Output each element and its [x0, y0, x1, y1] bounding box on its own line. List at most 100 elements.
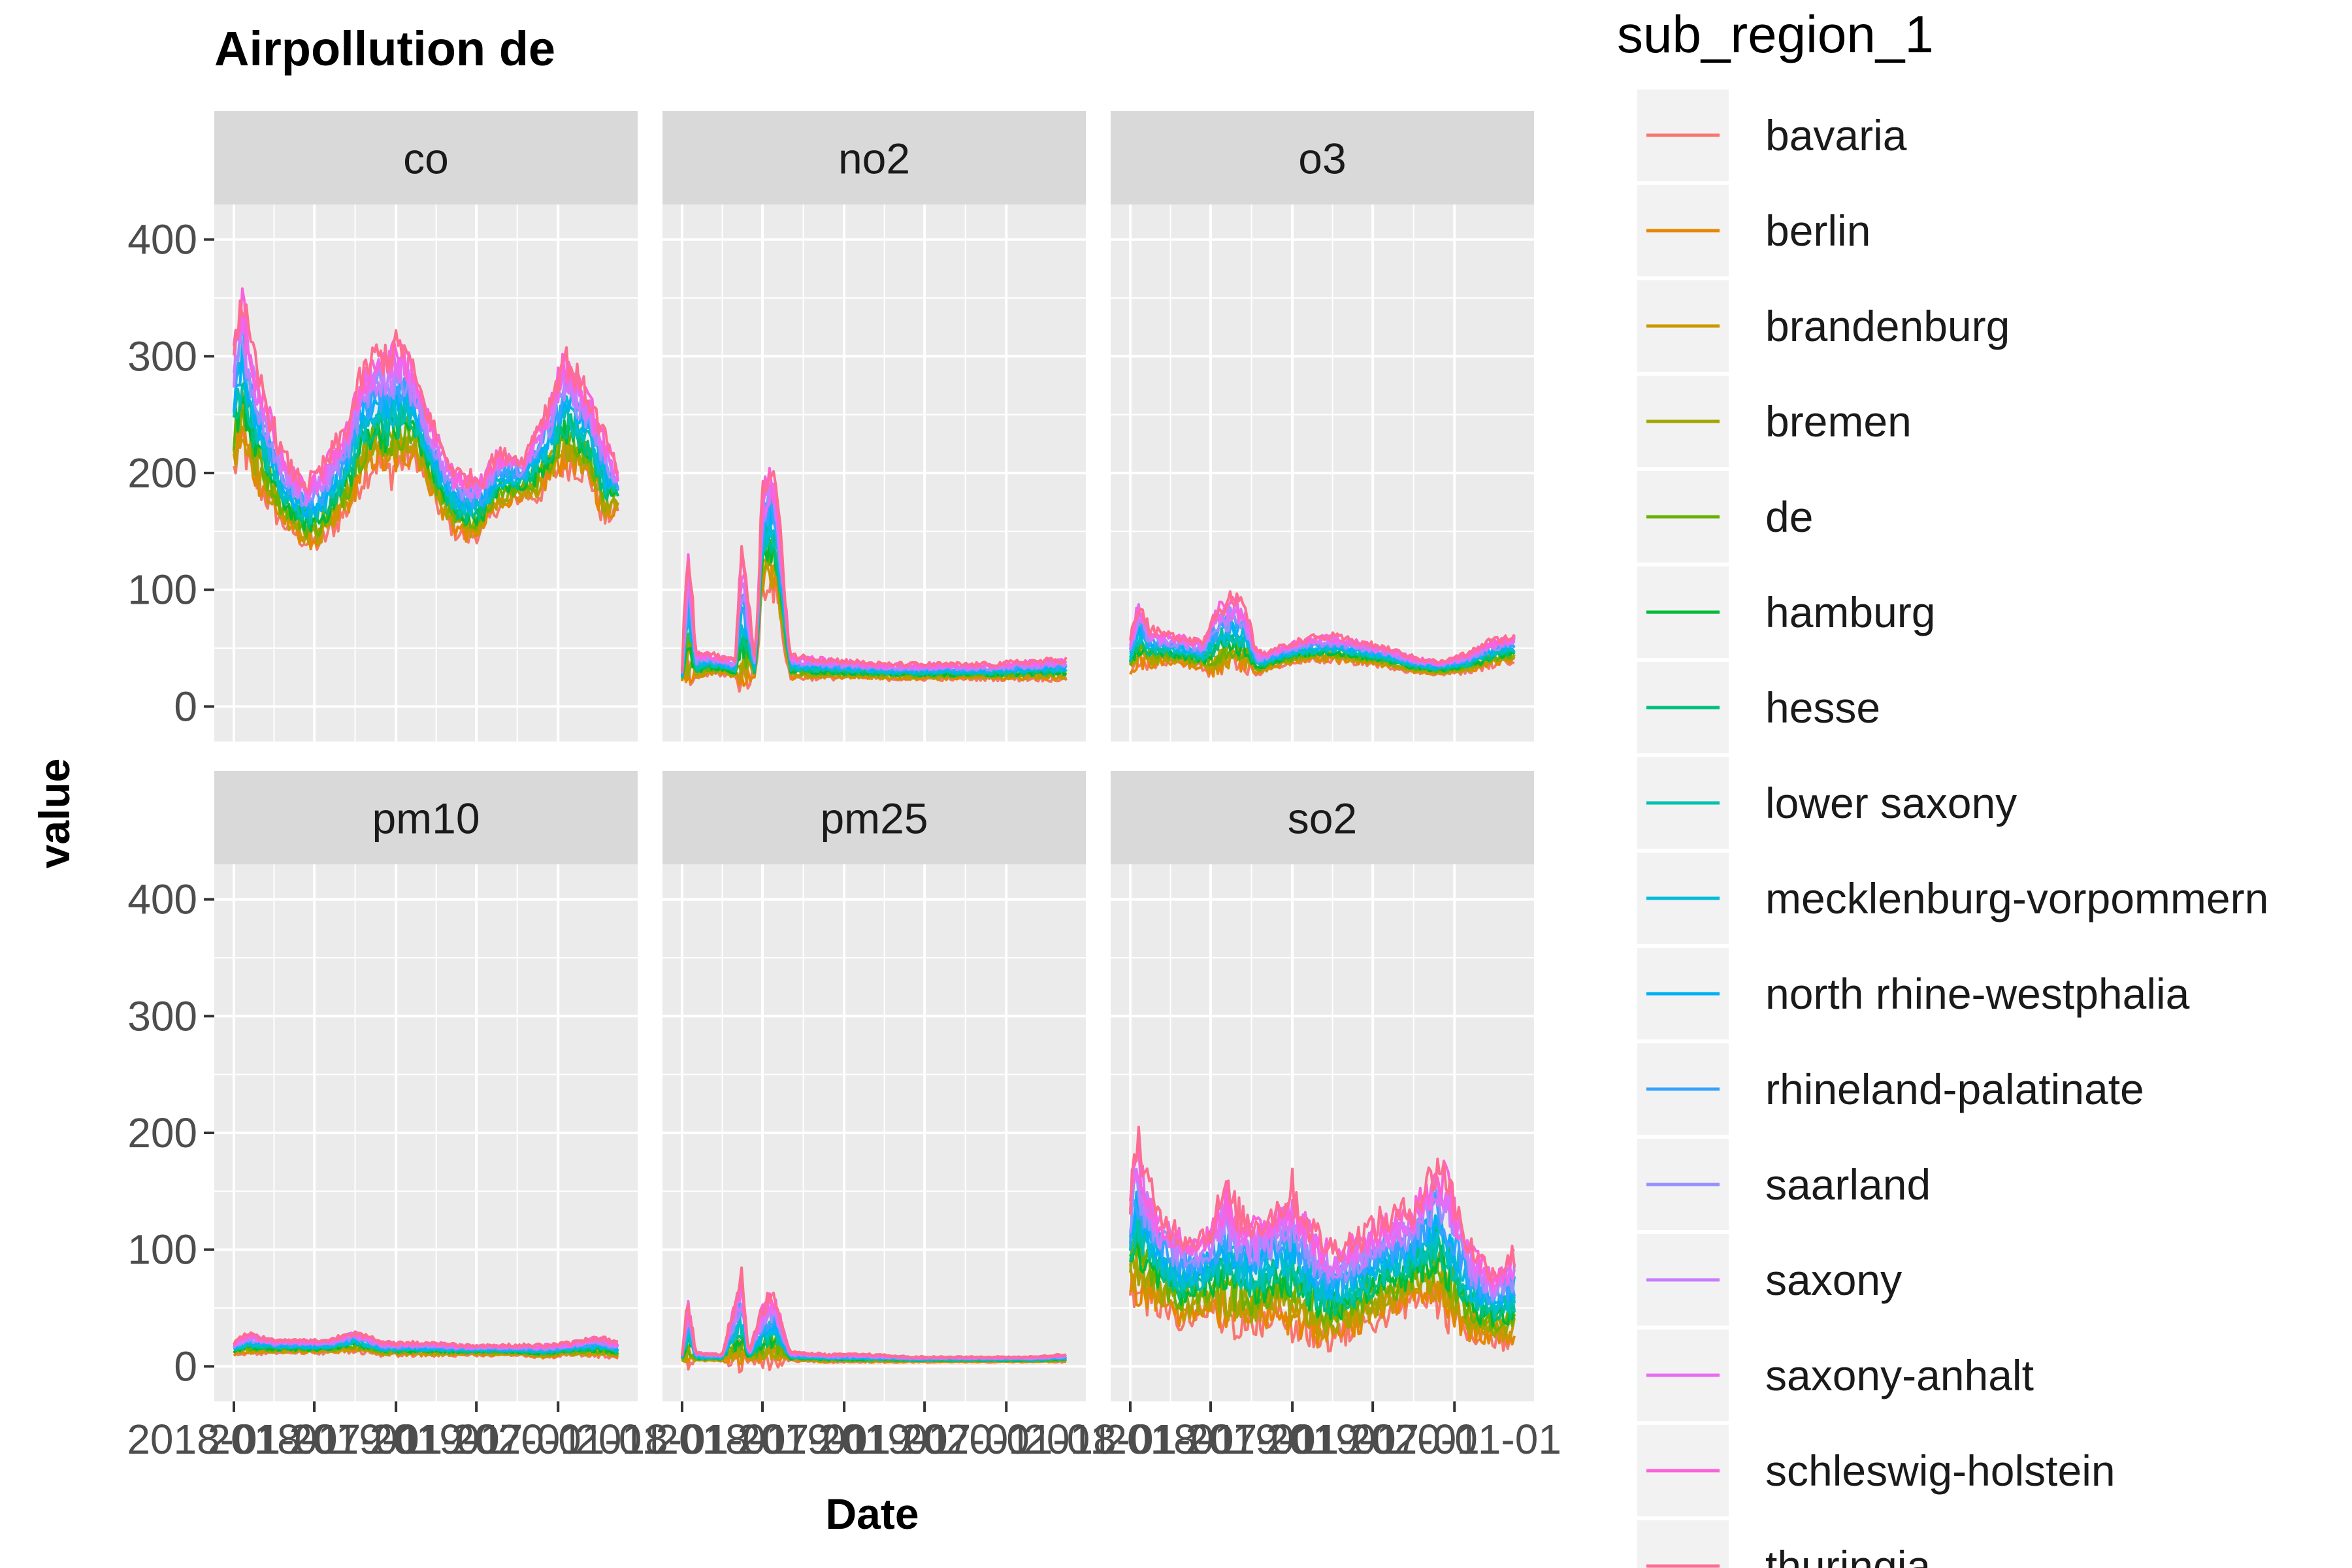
legend-item-rhineland-palatinate: rhineland-palatinate: [1637, 1043, 2144, 1135]
legend-item-brandenburg: brandenburg: [1637, 280, 2010, 372]
x-tick-label: 2018-01-01: [1023, 1416, 1237, 1463]
series-line-de: [1129, 1237, 1516, 1333]
legend-item-thuringia: thuringia: [1637, 1520, 1931, 1568]
x-tick-label: 2019-01-01: [289, 1416, 502, 1463]
series-line-north-rhine-westphalia: [681, 498, 1068, 676]
chart-title: Airpollution de: [214, 22, 555, 76]
facet-strip-label: co: [403, 135, 449, 183]
legend-item-mecklenburg-vorpommern: mecklenburg-vorpommern: [1637, 853, 2268, 944]
series-lines: [1129, 590, 1516, 678]
legend-item-bremen: bremen: [1637, 376, 1912, 467]
facet-panel-no2: no2: [662, 111, 1086, 742]
y-tick-label: 300: [127, 333, 197, 380]
legend-item-saarland: saarland: [1637, 1139, 1931, 1230]
series-line-thuringia: [1129, 590, 1516, 664]
x-tick-label: 2019-07-01: [817, 1416, 1031, 1463]
facet-strip: [1111, 771, 1534, 864]
x-tick-label: 2020-01-01: [451, 1416, 665, 1463]
legend-item-saxony: saxony: [1637, 1234, 1902, 1326]
legend-item-hesse: hesse: [1637, 662, 1880, 753]
facet-strip: [1111, 111, 1534, 204]
series-lines: [681, 1266, 1068, 1374]
y-tick-label: 100: [127, 1226, 197, 1273]
legend-label: de: [1765, 493, 1813, 541]
x-tick-label: 2018-07-01: [655, 1416, 869, 1463]
facet-strip: [214, 771, 638, 864]
facet-strip-label: pm10: [372, 794, 480, 843]
legend-label: saxony-anhalt: [1765, 1351, 2034, 1399]
legend-label: saarland: [1765, 1160, 1931, 1209]
y-tick-label: 400: [127, 876, 197, 923]
facet-strip: [662, 771, 1086, 864]
legend-label: hamburg: [1765, 588, 1936, 636]
y-axis-label: value: [30, 759, 78, 869]
legend-item-schleswig-holstein: schleswig-holstein: [1637, 1425, 2115, 1516]
series-line-brandenburg: [1129, 1255, 1516, 1343]
legend-label: north rhine-westphalia: [1765, 970, 2190, 1018]
facet-panel-co: co 0 100 200 300 400: [127, 111, 638, 742]
facet-panel-pm10: pm10 0 100 200 300 400 2018-01-012018-07-01201…: [127, 771, 665, 1463]
x-tick-label: 2018-01-01: [127, 1416, 340, 1463]
y-tick-label: 200: [127, 1109, 197, 1156]
series-line-thuringia: [233, 299, 619, 493]
legend-label: mecklenburg-vorpommern: [1765, 874, 2268, 923]
series-line-hesse: [233, 381, 619, 530]
x-tick-label: 2019-01-01: [737, 1416, 951, 1463]
series-line-berlin: [233, 1346, 619, 1360]
series-lines: [681, 466, 1068, 693]
x-tick-label: 2019-07-01: [369, 1416, 583, 1463]
facet-strip-label: o3: [1298, 135, 1346, 183]
y-tick-label: 100: [127, 566, 197, 613]
x-tick-label: 2020-01-01: [1348, 1416, 1561, 1463]
legend: bavaria berlin brandenburg bremen de hamburg h…: [1637, 90, 2268, 1568]
y-tick-label: 0: [174, 683, 197, 730]
legend-label: saxony: [1765, 1256, 1902, 1304]
legend-label: lower saxony: [1765, 779, 2017, 827]
legend-item-berlin: berlin: [1637, 185, 1870, 276]
series-lines: [233, 1330, 619, 1360]
x-tick-label: 2018-01-01: [575, 1416, 789, 1463]
y-tick-label: 0: [174, 1343, 197, 1390]
legend-key: [1637, 1520, 1729, 1568]
series-line-thuringia: [1129, 1125, 1516, 1282]
series-line-brandenburg: [1129, 648, 1516, 676]
series-lines: [1129, 1125, 1516, 1353]
facet-strip: [662, 111, 1086, 204]
legend-item-north-rhine-westphalia: north rhine-westphalia: [1637, 948, 2190, 1039]
facet-strip: [214, 111, 638, 204]
x-tick-label: 2019-01-01: [1185, 1416, 1399, 1463]
facet-strip-label: no2: [838, 135, 910, 183]
x-tick-label: 2019-07-01: [1266, 1416, 1479, 1463]
facet-panels: co 0 100 200 300 400 no2 o3 pm10 0 100 200 300 400 201…: [127, 111, 1561, 1463]
y-tick-label: 200: [127, 449, 197, 497]
legend-label: bavaria: [1765, 111, 1907, 159]
legend-label: schleswig-holstein: [1765, 1446, 2115, 1495]
legend-label: brandenburg: [1765, 302, 2010, 350]
legend-item-lower-saxony: lower saxony: [1637, 757, 2017, 849]
legend-label: hesse: [1765, 683, 1880, 732]
legend-label: rhineland-palatinate: [1765, 1065, 2144, 1113]
legend-item-hamburg: hamburg: [1637, 566, 1936, 658]
legend-label: bremen: [1765, 397, 1912, 446]
x-tick-label: 2018-07-01: [1103, 1416, 1317, 1463]
series-lines: [233, 287, 619, 551]
y-tick-label: 400: [127, 216, 197, 263]
facet-panel-so2: so2 2018-01-012018-07-012019-01-012019-07…: [1023, 771, 1561, 1463]
legend-item-de: de: [1637, 471, 1813, 563]
facet-strip-label: so2: [1288, 794, 1357, 843]
y-tick-label: 300: [127, 992, 197, 1039]
legend-item-saxony-anhalt: saxony-anhalt: [1637, 1330, 2034, 1421]
facet-panel-o3: o3: [1111, 111, 1534, 742]
series-line-thuringia: [233, 1330, 619, 1348]
series-line-thuringia: [681, 1266, 1067, 1360]
x-axis-label: Date: [825, 1490, 919, 1538]
facet-panel-pm25: pm25 2018-01-012018-07-012019-01-012019-0…: [575, 771, 1113, 1463]
facet-strip-label: pm25: [820, 794, 928, 843]
series-line-thuringia: [681, 470, 1068, 672]
legend-title: sub_region_1: [1617, 5, 1934, 63]
x-tick-label: 2020-01-01: [900, 1416, 1113, 1463]
x-tick-label: 2018-07-01: [207, 1416, 421, 1463]
legend-item-bavaria: bavaria: [1637, 90, 1907, 181]
